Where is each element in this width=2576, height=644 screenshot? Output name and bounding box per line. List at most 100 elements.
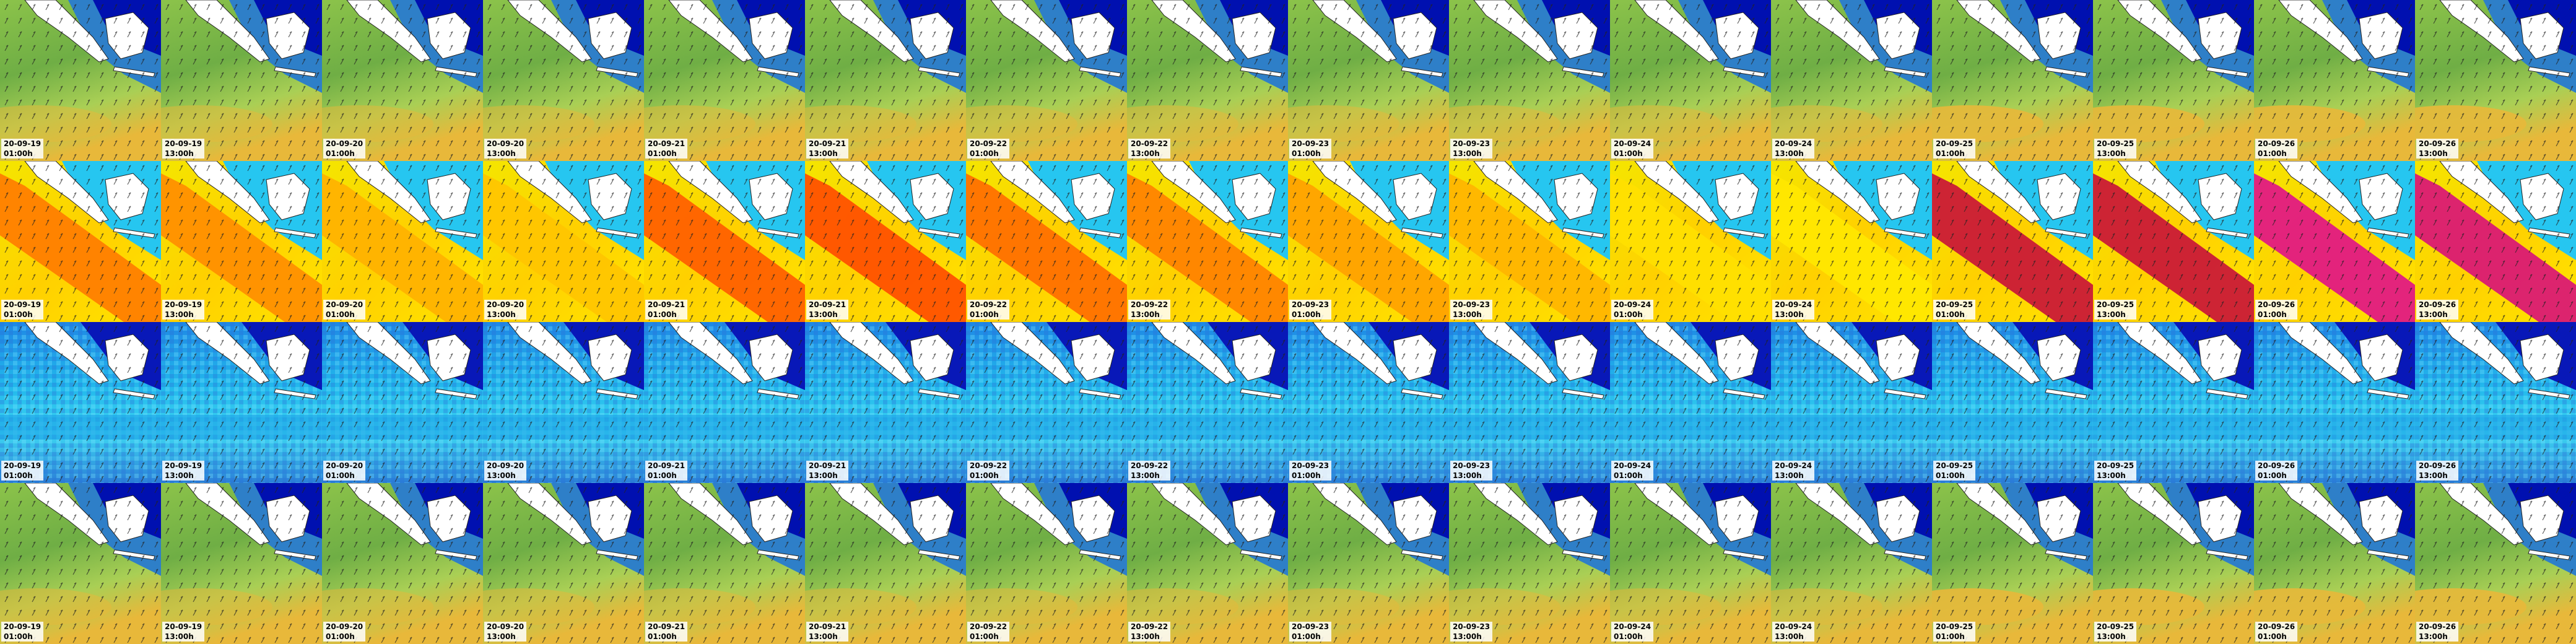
label-box	[645, 461, 687, 481]
wind-arrows	[1288, 161, 1449, 322]
time-label: 13:00h	[165, 310, 194, 319]
time-label: 13:00h	[809, 471, 838, 480]
label-box	[2416, 300, 2458, 320]
time-label: 13:00h	[1453, 471, 1482, 480]
time-label: 01:00h	[1614, 632, 1643, 641]
date-label: 20-09-24	[1775, 300, 1812, 309]
label-box	[645, 300, 687, 320]
date-label: 20-09-24	[1775, 139, 1812, 148]
date-label: 20-09-23	[1453, 461, 1490, 470]
date-label: 20-09-23	[1292, 622, 1329, 631]
time-label: 13:00h	[2419, 632, 2448, 641]
label-box	[2416, 622, 2458, 642]
wind-arrows	[2415, 322, 2576, 483]
label-box	[323, 139, 365, 159]
date-label: 20-09-23	[1453, 622, 1490, 631]
wind-arrows	[644, 322, 805, 483]
wind-arrows	[1449, 161, 1610, 322]
label-box	[1772, 300, 1814, 320]
wind-arrows	[0, 161, 161, 322]
time-label: 01:00h	[1936, 149, 1965, 158]
label-box	[323, 622, 365, 642]
label-box	[1933, 622, 1975, 642]
date-label: 20-09-19	[4, 461, 41, 470]
wind-arrows	[1449, 322, 1610, 483]
date-label: 20-09-23	[1292, 461, 1329, 470]
time-label: 01:00h	[2258, 149, 2287, 158]
date-label: 20-09-23	[1453, 139, 1490, 148]
date-label: 20-09-21	[809, 139, 846, 148]
date-label: 20-09-22	[1131, 622, 1168, 631]
wind-arrows	[1288, 483, 1449, 644]
time-label: 01:00h	[4, 632, 33, 641]
date-label: 20-09-26	[2258, 300, 2295, 309]
wind-arrows	[322, 161, 483, 322]
time-label: 01:00h	[648, 149, 677, 158]
label-box	[162, 622, 204, 642]
label-box	[1450, 622, 1492, 642]
wind-arrows	[1127, 0, 1288, 161]
time-label: 01:00h	[648, 471, 677, 480]
wind-arrows	[1771, 0, 1932, 161]
date-label: 20-09-21	[648, 461, 685, 470]
label-box	[1933, 461, 1975, 481]
date-label: 20-09-21	[809, 461, 846, 470]
label-box	[2255, 622, 2297, 642]
label-box	[484, 622, 526, 642]
wind-arrows	[805, 483, 966, 644]
date-label: 20-09-25	[2097, 622, 2134, 631]
wind-arrows	[483, 0, 644, 161]
time-label: 01:00h	[1936, 471, 1965, 480]
wind-arrows	[161, 161, 322, 322]
time-label: 01:00h	[648, 310, 677, 319]
label-box	[1128, 622, 1170, 642]
date-label: 20-09-20	[326, 461, 363, 470]
wind-arrows	[1288, 322, 1449, 483]
date-label: 20-09-25	[1936, 139, 1973, 148]
date-label: 20-09-19	[165, 461, 202, 470]
date-label: 20-09-21	[648, 300, 685, 309]
label-box	[1289, 300, 1331, 320]
time-label: 01:00h	[970, 632, 999, 641]
time-label: 01:00h	[1614, 310, 1643, 319]
date-label: 20-09-22	[970, 461, 1007, 470]
time-label: 13:00h	[2419, 471, 2448, 480]
label-box	[2094, 139, 2136, 159]
time-label: 13:00h	[487, 149, 516, 158]
time-label: 01:00h	[1292, 149, 1321, 158]
label-box	[1933, 139, 1975, 159]
label-box	[2255, 139, 2297, 159]
date-label: 20-09-21	[648, 139, 685, 148]
wind-arrows	[161, 322, 322, 483]
wind-arrows	[0, 0, 161, 161]
date-label: 20-09-19	[165, 139, 202, 148]
label-box	[1128, 461, 1170, 481]
date-label: 20-09-20	[326, 622, 363, 631]
date-label: 20-09-24	[1614, 461, 1651, 470]
time-label: 01:00h	[326, 471, 355, 480]
wind-arrows	[2254, 483, 2415, 644]
label-box	[484, 139, 526, 159]
wind-arrows	[1449, 0, 1610, 161]
time-label: 01:00h	[1614, 471, 1643, 480]
wind-arrows	[1127, 322, 1288, 483]
wind-arrows	[322, 483, 483, 644]
label-box	[967, 300, 1009, 320]
